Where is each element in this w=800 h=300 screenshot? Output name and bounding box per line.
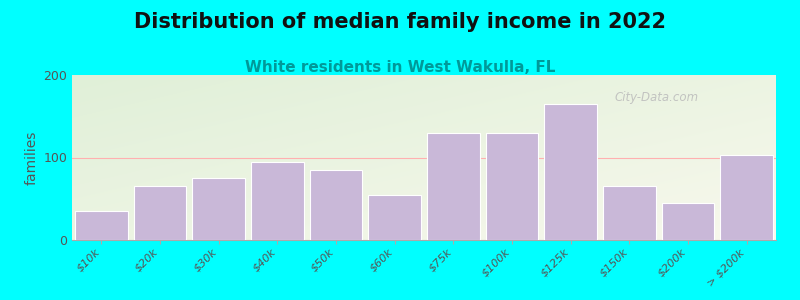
Bar	[662, 203, 714, 240]
Bar	[603, 186, 656, 240]
Y-axis label: families: families	[25, 130, 39, 185]
Bar	[720, 155, 773, 240]
Bar	[192, 178, 245, 240]
Bar	[427, 133, 480, 240]
Bar	[251, 162, 304, 240]
Bar	[134, 186, 186, 240]
Text: Distribution of median family income in 2022: Distribution of median family income in …	[134, 12, 666, 32]
Bar	[368, 195, 421, 240]
Bar	[486, 133, 538, 240]
Text: City-Data.com: City-Data.com	[614, 92, 698, 104]
Bar	[75, 211, 128, 240]
Bar	[544, 104, 597, 240]
Bar	[310, 170, 362, 240]
Text: White residents in West Wakulla, FL: White residents in West Wakulla, FL	[245, 60, 555, 75]
